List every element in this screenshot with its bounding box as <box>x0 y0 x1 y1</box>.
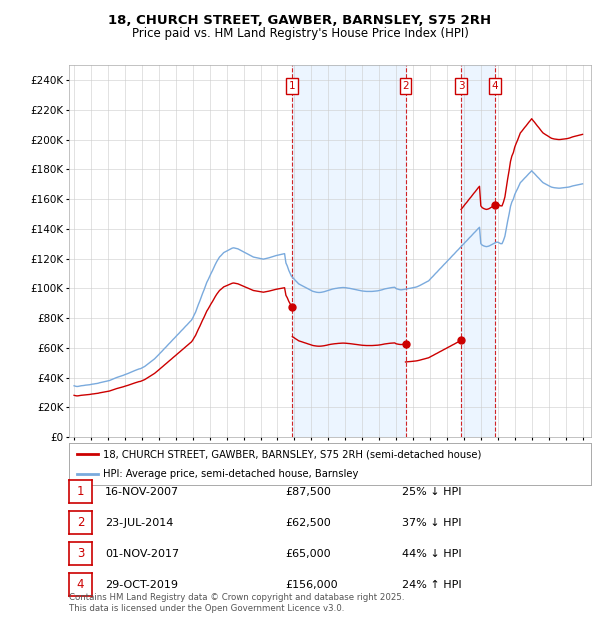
Text: 2: 2 <box>402 81 409 91</box>
Text: 18, CHURCH STREET, GAWBER, BARNSLEY, S75 2RH (semi-detached house): 18, CHURCH STREET, GAWBER, BARNSLEY, S75… <box>103 449 481 459</box>
Text: £65,000: £65,000 <box>285 549 331 559</box>
Bar <box>461 65 495 437</box>
Text: 3: 3 <box>77 547 84 560</box>
Text: 4: 4 <box>491 81 498 91</box>
Text: 2: 2 <box>77 516 84 529</box>
Text: 3: 3 <box>458 81 464 91</box>
Text: 18, CHURCH STREET, GAWBER, BARNSLEY, S75 2RH: 18, CHURCH STREET, GAWBER, BARNSLEY, S75… <box>109 14 491 27</box>
Text: 1: 1 <box>289 81 296 91</box>
Text: HPI: Average price, semi-detached house, Barnsley: HPI: Average price, semi-detached house,… <box>103 469 358 479</box>
Text: Price paid vs. HM Land Registry's House Price Index (HPI): Price paid vs. HM Land Registry's House … <box>131 27 469 40</box>
Text: 44% ↓ HPI: 44% ↓ HPI <box>402 549 461 559</box>
Text: 4: 4 <box>77 578 84 591</box>
Text: 29-OCT-2019: 29-OCT-2019 <box>105 580 178 590</box>
Text: 25% ↓ HPI: 25% ↓ HPI <box>402 487 461 497</box>
Text: Contains HM Land Registry data © Crown copyright and database right 2025.
This d: Contains HM Land Registry data © Crown c… <box>69 593 404 613</box>
Text: 23-JUL-2014: 23-JUL-2014 <box>105 518 173 528</box>
Text: 1: 1 <box>77 485 84 498</box>
Text: 01-NOV-2017: 01-NOV-2017 <box>105 549 179 559</box>
Text: £87,500: £87,500 <box>285 487 331 497</box>
Text: 16-NOV-2007: 16-NOV-2007 <box>105 487 179 497</box>
Bar <box>292 65 406 437</box>
Text: £62,500: £62,500 <box>285 518 331 528</box>
Text: 37% ↓ HPI: 37% ↓ HPI <box>402 518 461 528</box>
Text: £156,000: £156,000 <box>285 580 338 590</box>
Text: 24% ↑ HPI: 24% ↑ HPI <box>402 580 461 590</box>
